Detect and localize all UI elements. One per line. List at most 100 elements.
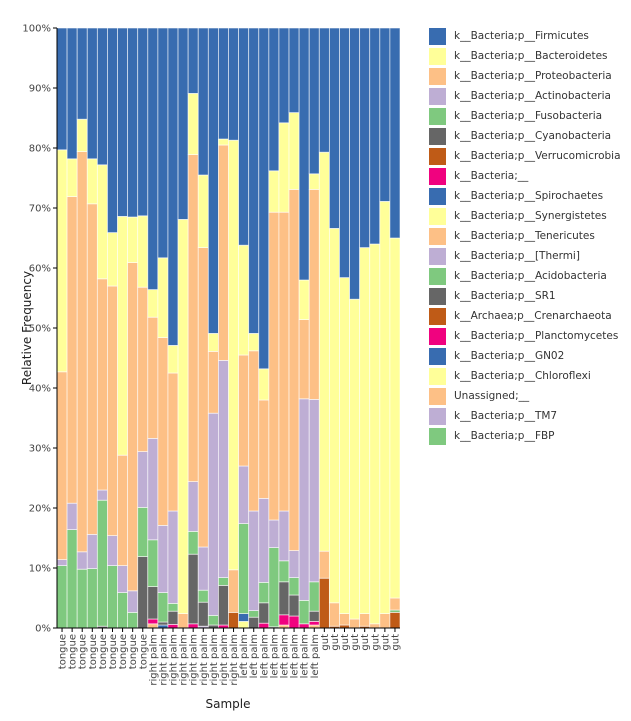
bar-segment[interactable] <box>197 27 209 176</box>
bar-segment[interactable] <box>187 553 199 625</box>
bar-segment[interactable] <box>66 196 78 504</box>
bar-segment[interactable] <box>147 437 159 541</box>
bar-segment[interactable] <box>238 27 250 246</box>
bar-segment[interactable] <box>288 188 300 552</box>
bar-segment[interactable] <box>56 371 68 560</box>
bar-segment[interactable] <box>197 589 209 603</box>
bar-segment[interactable] <box>207 332 219 352</box>
bar-segment[interactable] <box>248 350 260 512</box>
bar-segment[interactable] <box>86 27 98 160</box>
bar-segment[interactable] <box>137 506 149 557</box>
bar-segment[interactable] <box>308 173 320 190</box>
bar-segment[interactable] <box>76 551 88 570</box>
bar-segment[interactable] <box>258 622 270 629</box>
bar-segment[interactable] <box>389 612 401 629</box>
bar-segment[interactable] <box>318 151 330 552</box>
bar-segment[interactable] <box>308 27 320 175</box>
bar-segment[interactable] <box>258 602 270 624</box>
bar-segment[interactable] <box>238 613 250 622</box>
bar-segment[interactable] <box>147 539 159 587</box>
bar-segment[interactable] <box>298 319 310 400</box>
legend-item[interactable]: k__Bacteria;p__Chloroflexi <box>429 366 621 386</box>
bar-segment[interactable] <box>278 560 290 583</box>
bar-segment[interactable] <box>349 618 361 629</box>
bar-segment[interactable] <box>167 610 179 625</box>
bar-segment[interactable] <box>167 510 179 604</box>
bar-segment[interactable] <box>167 27 179 346</box>
bar-segment[interactable] <box>167 372 179 512</box>
bar-segment[interactable] <box>218 138 229 146</box>
bar-segment[interactable] <box>76 151 88 553</box>
bar-segment[interactable] <box>308 621 320 626</box>
bar-segment[interactable] <box>278 510 290 562</box>
bar-segment[interactable] <box>137 27 149 217</box>
bar-segment[interactable] <box>207 615 219 626</box>
bar-segment[interactable] <box>258 399 270 499</box>
bar-segment[interactable] <box>96 499 108 627</box>
bar-segment[interactable] <box>197 247 209 548</box>
bar-segment[interactable] <box>298 398 310 601</box>
bar-segment[interactable] <box>66 27 78 160</box>
bar-segment[interactable] <box>207 350 219 414</box>
bar-segment[interactable] <box>369 623 381 629</box>
bar-segment[interactable] <box>248 616 260 629</box>
bar-segment[interactable] <box>167 344 179 374</box>
bar-segment[interactable] <box>298 600 310 625</box>
legend-item[interactable]: k__Bacteria;p__GN02 <box>429 346 621 366</box>
bar-segment[interactable] <box>86 568 98 629</box>
legend-item[interactable]: k__Bacteria;p__Spirochaetes <box>429 186 621 206</box>
bar-segment[interactable] <box>177 218 189 615</box>
bar-segment[interactable] <box>258 368 270 401</box>
bar-segment[interactable] <box>258 497 270 583</box>
legend-item[interactable]: k__Bacteria;p__Bacteroidetes <box>429 46 621 66</box>
bar-segment[interactable] <box>359 27 371 249</box>
bar-segment[interactable] <box>76 118 88 152</box>
bar-segment[interactable] <box>228 139 239 571</box>
bar-segment[interactable] <box>117 565 129 593</box>
bar-segment[interactable] <box>248 332 260 352</box>
bar-segment[interactable] <box>238 523 250 614</box>
bar-segment[interactable] <box>117 592 129 629</box>
bar-segment[interactable] <box>268 547 280 628</box>
bar-segment[interactable] <box>66 529 78 629</box>
bar-segment[interactable] <box>308 398 320 583</box>
bar-segment[interactable] <box>379 27 391 202</box>
bar-segment[interactable] <box>96 489 108 501</box>
bar-segment[interactable] <box>339 277 350 615</box>
bar-segment[interactable] <box>328 27 340 229</box>
legend-item[interactable]: k__Bacteria;p__Acidobacteria <box>429 266 621 286</box>
bar-segment[interactable] <box>228 612 239 629</box>
legend-item[interactable]: k__Archaea;p__Crenarchaeota <box>429 306 621 326</box>
bar-segment[interactable] <box>349 27 361 300</box>
bar-segment[interactable] <box>117 215 129 456</box>
bar-segment[interactable] <box>268 27 280 172</box>
legend-item[interactable]: Unassigned;__ <box>429 386 621 406</box>
bar-segment[interactable] <box>147 586 159 620</box>
bar-segment[interactable] <box>147 289 159 318</box>
bar-segment[interactable] <box>359 613 371 627</box>
bar-segment[interactable] <box>177 27 189 220</box>
bar-segment[interactable] <box>147 27 159 291</box>
bar-segment[interactable] <box>278 211 290 512</box>
legend-item[interactable]: k__Bacteria;p__Verrucomicrobia <box>429 146 621 166</box>
bar-segment[interactable] <box>278 581 290 616</box>
legend-item[interactable]: k__Bacteria;p__Proteobacteria <box>429 66 621 86</box>
legend-item[interactable]: k__Bacteria;p__SR1 <box>429 286 621 306</box>
bar-segment[interactable] <box>127 590 139 613</box>
legend-item[interactable]: k__Bacteria;p__Planctomycetes <box>429 326 621 346</box>
bar-segment[interactable] <box>379 613 391 629</box>
bar-segment[interactable] <box>86 534 98 570</box>
legend-item[interactable]: k__Bacteria;p__TM7 <box>429 406 621 426</box>
bar-segment[interactable] <box>268 211 280 521</box>
bar-segment[interactable] <box>147 618 159 625</box>
bar-segment[interactable] <box>197 546 209 591</box>
bar-segment[interactable] <box>66 502 78 531</box>
bar-segment[interactable] <box>197 174 209 248</box>
bar-segment[interactable] <box>56 565 68 629</box>
bar-segment[interactable] <box>107 27 118 234</box>
bar-segment[interactable] <box>369 243 381 625</box>
legend-item[interactable]: k__Bacteria;p__Actinobacteria <box>429 86 621 106</box>
bar-segment[interactable] <box>127 612 139 629</box>
bar-segment[interactable] <box>207 412 219 616</box>
bar-segment[interactable] <box>117 27 129 217</box>
